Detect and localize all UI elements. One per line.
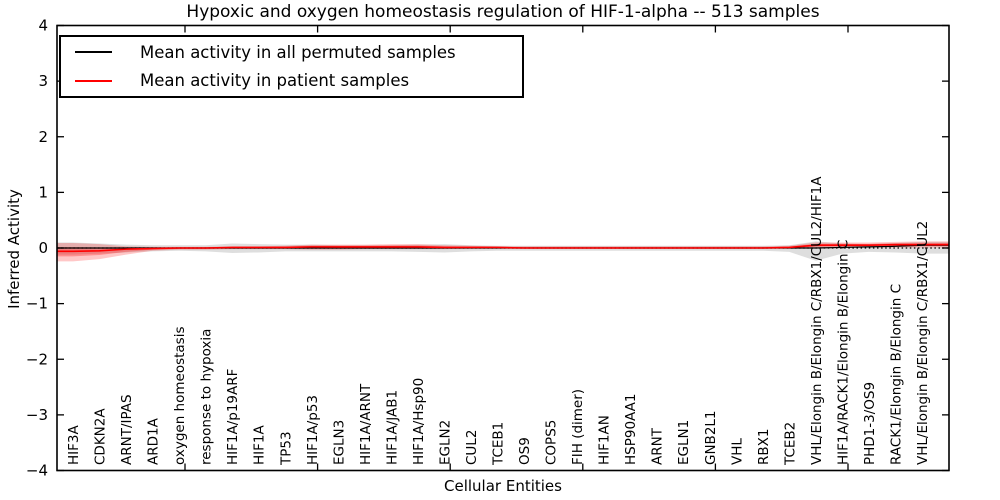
entity-tick-label: EGLN3 bbox=[331, 420, 347, 465]
legend-item-permuted: Mean activity in all permuted samples bbox=[61, 39, 522, 66]
entity-tick-label: HIF1A/ARNT bbox=[358, 383, 374, 465]
entity-tick-label: FIH (dimer) bbox=[570, 389, 586, 465]
entity-tick-label: CDKN2A bbox=[93, 408, 109, 465]
entity-tick-label: TCEB2 bbox=[782, 422, 798, 466]
entity-tick-label: GNB2L1 bbox=[703, 410, 719, 465]
entity-tick-label: HIF3A bbox=[66, 425, 82, 465]
y-tick-label: 3 bbox=[38, 72, 48, 90]
entity-tick-label: EGLN1 bbox=[676, 420, 692, 465]
entity-tick-label: RACK1/Elongin B/Elongin C bbox=[888, 284, 904, 465]
y-tick-label: 0 bbox=[38, 239, 48, 257]
entity-tick-label: PHD1-3/OS9 bbox=[862, 382, 878, 465]
permuted-line-swatch bbox=[75, 51, 112, 54]
entity-tick-label: COPS5 bbox=[544, 420, 560, 465]
entity-tick-label: ARNT/IPAS bbox=[119, 394, 135, 465]
entity-tick-label: ARD1A bbox=[146, 417, 162, 465]
entity-tick-label: HIF1A/JAB1 bbox=[384, 390, 400, 465]
entity-tick-label: HIF1A/p53 bbox=[305, 395, 321, 465]
entity-tick-label: VHL/Elongin B/Elongin C/RBX1/CUL2 bbox=[915, 221, 931, 465]
y-tick-label: 1 bbox=[38, 183, 48, 201]
y-tick-label: −3 bbox=[26, 406, 48, 424]
entity-tick-label: ARNT bbox=[650, 427, 666, 465]
patient-mean-line bbox=[57, 243, 949, 253]
y-tick-label: 2 bbox=[38, 128, 48, 146]
x-axis-label: Cellular Entities bbox=[444, 477, 562, 495]
entity-tick-label: VHL/Elongin B/Elongin C/RBX1/CUL2/HIF1A bbox=[809, 176, 825, 465]
y-axis-label: Inferred Activity bbox=[5, 189, 23, 309]
y-tick-label: −2 bbox=[26, 350, 48, 368]
entity-tick-label: TCEB1 bbox=[491, 422, 507, 466]
entity-tick-label: HIF1A/Hsp90 bbox=[411, 378, 427, 465]
y-tick-label: −4 bbox=[26, 462, 48, 480]
y-tick-label: 4 bbox=[38, 17, 48, 35]
legend-label-permuted: Mean activity in all permuted samples bbox=[140, 42, 456, 62]
entity-tick-label: RBX1 bbox=[756, 429, 772, 465]
entity-tick-label: VHL bbox=[729, 438, 745, 465]
patient-uncertainty-band bbox=[57, 241, 949, 262]
y-tick-label: −1 bbox=[26, 295, 48, 313]
patient-uncertainty-band-inner bbox=[57, 242, 949, 257]
entity-tick-label: HIF1A/p19ARF bbox=[225, 369, 241, 465]
legend: Mean activity in all permuted samples Me… bbox=[59, 35, 524, 98]
entity-tick-label: CUL2 bbox=[464, 430, 480, 465]
entity-tick-label: HIF1A bbox=[252, 425, 268, 465]
entity-tick-label: TP53 bbox=[278, 431, 294, 466]
entity-tick-label: HSP90AA1 bbox=[623, 394, 639, 465]
entity-tick-label: HIF1A/RACK1/Elongin B/Elongin C bbox=[835, 240, 851, 465]
axes-frame bbox=[56, 24, 950, 472]
entity-tick-label: OS9 bbox=[517, 437, 533, 465]
permuted-uncertainty-band bbox=[57, 241, 949, 261]
legend-label-patient: Mean activity in patient samples bbox=[140, 71, 410, 91]
entity-tick-label: response to hypoxia bbox=[199, 329, 215, 465]
entity-tick-label: EGLN2 bbox=[437, 420, 453, 465]
chart-title: Hypoxic and oxygen homeostasis regulatio… bbox=[186, 2, 820, 22]
legend-item-patient: Mean activity in patient samples bbox=[61, 67, 522, 94]
patient-line-swatch bbox=[75, 79, 112, 82]
entity-tick-label: HIF1AN bbox=[597, 415, 613, 465]
entity-tick-label: oxygen homeostasis bbox=[172, 327, 188, 466]
